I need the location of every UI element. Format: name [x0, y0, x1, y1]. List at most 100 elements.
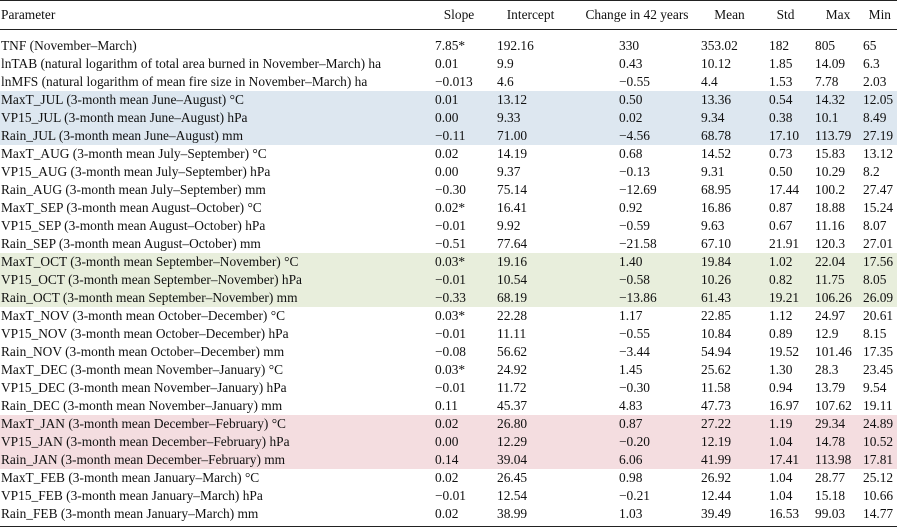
- cell-max: 28.3: [815, 362, 839, 377]
- cell-change: −3.44: [619, 344, 650, 359]
- cell-mean: 9.63: [701, 218, 725, 233]
- cell-min: 6.3: [863, 56, 880, 71]
- cell-parameter: MaxT_DEC (3-month mean November–January)…: [1, 362, 284, 377]
- cell-change: 1.45: [619, 362, 643, 377]
- cell-min: 15.24: [863, 200, 894, 215]
- cell-std: 0.82: [758, 271, 813, 289]
- cell-intercept: 12.54: [497, 488, 528, 503]
- cell-std: 0.67: [769, 218, 793, 233]
- cell-min: 10.66: [863, 488, 894, 503]
- cell-std: 21.91: [769, 236, 800, 251]
- cell-intercept: 19.16: [488, 253, 573, 271]
- table-row: Rain_DEC (3-month mean November–January)…: [0, 397, 897, 415]
- cell-std: 0.38: [758, 109, 813, 127]
- cell-mean: 14.52: [701, 146, 732, 161]
- column-header-std: Std: [758, 0, 813, 30]
- cell-mean: 67.10: [701, 236, 732, 251]
- table-row: VP15_FEB (3-month mean January–March) hP…: [0, 487, 897, 505]
- cell-mean: 13.36: [701, 91, 758, 109]
- cell-intercept: 13.12: [488, 91, 573, 109]
- cell-mean: 12.44: [701, 488, 732, 503]
- column-header-max: Max: [813, 0, 863, 30]
- cell-change: 330: [619, 38, 640, 53]
- cell-mean: 9.31: [701, 164, 725, 179]
- cell-change: 1.03: [573, 505, 701, 527]
- cell-change: 4.83: [619, 398, 643, 413]
- cell-change: −4.56: [573, 127, 701, 145]
- cell-max: 28.77: [815, 470, 846, 485]
- cell-slope: 0.01: [435, 56, 459, 71]
- cell-slope: −0.01: [430, 271, 488, 289]
- cell-slope: 0.02: [435, 470, 459, 485]
- cell-mean: 11.58: [701, 380, 731, 395]
- cell-parameter: VP15_JAN (3-month mean December–February…: [0, 433, 430, 451]
- cell-slope: −0.11: [430, 127, 488, 145]
- cell-mean: 353.02: [701, 38, 738, 53]
- cell-parameter: MaxT_JUL (3-month mean June–August) °C: [0, 91, 430, 109]
- cell-std: 0.89: [769, 326, 793, 341]
- cell-parameter: Rain_OCT (3-month mean September–Novembe…: [0, 289, 430, 307]
- table-row: TNF (November–March) 7.85* 192.16 330 353.02…: [0, 30, 897, 56]
- cell-min: 65: [863, 38, 877, 53]
- cell-intercept: 16.41: [497, 200, 528, 215]
- cell-intercept: 24.92: [497, 362, 528, 377]
- table-row: Rain_NOV (3-month mean October–December)…: [0, 343, 897, 361]
- cell-max: 14.09: [815, 56, 846, 71]
- table-row: MaxT_SEP (3-month mean August–October) °…: [0, 199, 897, 217]
- cell-change: 0.92: [619, 200, 643, 215]
- cell-change: −0.13: [619, 164, 650, 179]
- cell-slope: 0.03*: [435, 308, 466, 323]
- cell-slope: −0.01: [435, 380, 466, 395]
- cell-change: −0.58: [573, 271, 701, 289]
- cell-parameter: Rain_FEB (3-month mean January–March) mm: [0, 505, 430, 527]
- cell-mean: 68.78: [701, 127, 758, 145]
- cell-intercept: 14.19: [497, 146, 528, 161]
- cell-mean: 54.94: [701, 344, 732, 359]
- table-row: Rain_AUG (3-month mean July–September) m…: [0, 181, 897, 199]
- cell-mean: 10.84: [701, 326, 732, 341]
- cell-min: 20.61: [863, 308, 894, 323]
- cell-std: 182: [769, 38, 790, 53]
- cell-slope: 0.02: [435, 146, 459, 161]
- cell-max: 29.34: [813, 415, 863, 433]
- table-row: Rain_JAN (3-month mean December–February…: [0, 451, 897, 469]
- cell-change: 1.40: [573, 253, 701, 271]
- cell-change: 0.50: [573, 91, 701, 109]
- table-row: VP15_JUL (3-month mean June–August) hPa 0…: [0, 109, 897, 127]
- cell-change: −0.59: [619, 218, 650, 233]
- cell-min: 2.03: [863, 74, 887, 89]
- cell-max: 14.78: [813, 433, 863, 451]
- table-row: VP15_AUG (3-month mean July–September) h…: [0, 163, 897, 181]
- cell-intercept: 9.33: [488, 109, 573, 127]
- cell-min: 27.19: [863, 127, 897, 145]
- cell-change: 6.06: [573, 451, 701, 469]
- cell-slope: −0.01: [435, 218, 466, 233]
- cell-slope: 0.00: [430, 433, 488, 451]
- cell-slope: 0.00: [435, 164, 459, 179]
- cell-std: 19.52: [769, 344, 800, 359]
- cell-min: 17.81: [863, 451, 897, 469]
- cell-min: 8.07: [863, 218, 887, 233]
- cell-slope: 0.02: [430, 505, 488, 527]
- cell-change: −0.55: [619, 74, 650, 89]
- cell-parameter: Rain_JAN (3-month mean December–February…: [0, 451, 430, 469]
- table-row: VP15_OCT (3-month mean September–Novembe…: [0, 271, 897, 289]
- cell-max: 22.04: [813, 253, 863, 271]
- cell-slope: 0.11: [435, 398, 458, 413]
- cell-change: −0.21: [619, 488, 650, 503]
- cell-slope: −0.01: [435, 326, 466, 341]
- cell-std: 1.04: [769, 488, 793, 503]
- cell-intercept: 26.45: [497, 470, 528, 485]
- cell-std: 1.19: [758, 415, 813, 433]
- cell-min: 17.56: [863, 253, 897, 271]
- cell-slope: 0.02: [430, 415, 488, 433]
- cell-parameter: MaxT_JAN (3-month mean December–February…: [0, 415, 430, 433]
- cell-min: 9.54: [863, 380, 887, 395]
- cell-parameter: Rain_DEC (3-month mean November–January)…: [1, 398, 283, 413]
- cell-std: 0.73: [769, 146, 793, 161]
- cell-std: 17.41: [758, 451, 813, 469]
- cell-intercept: 26.80: [488, 415, 573, 433]
- table-row: Rain_FEB (3-month mean January–March) mm…: [0, 505, 897, 527]
- cell-max: 100.2: [815, 182, 846, 197]
- cell-min: 27.47: [863, 182, 894, 197]
